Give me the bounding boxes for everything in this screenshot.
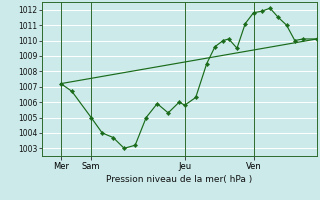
X-axis label: Pression niveau de la mer( hPa ): Pression niveau de la mer( hPa ) xyxy=(106,175,252,184)
